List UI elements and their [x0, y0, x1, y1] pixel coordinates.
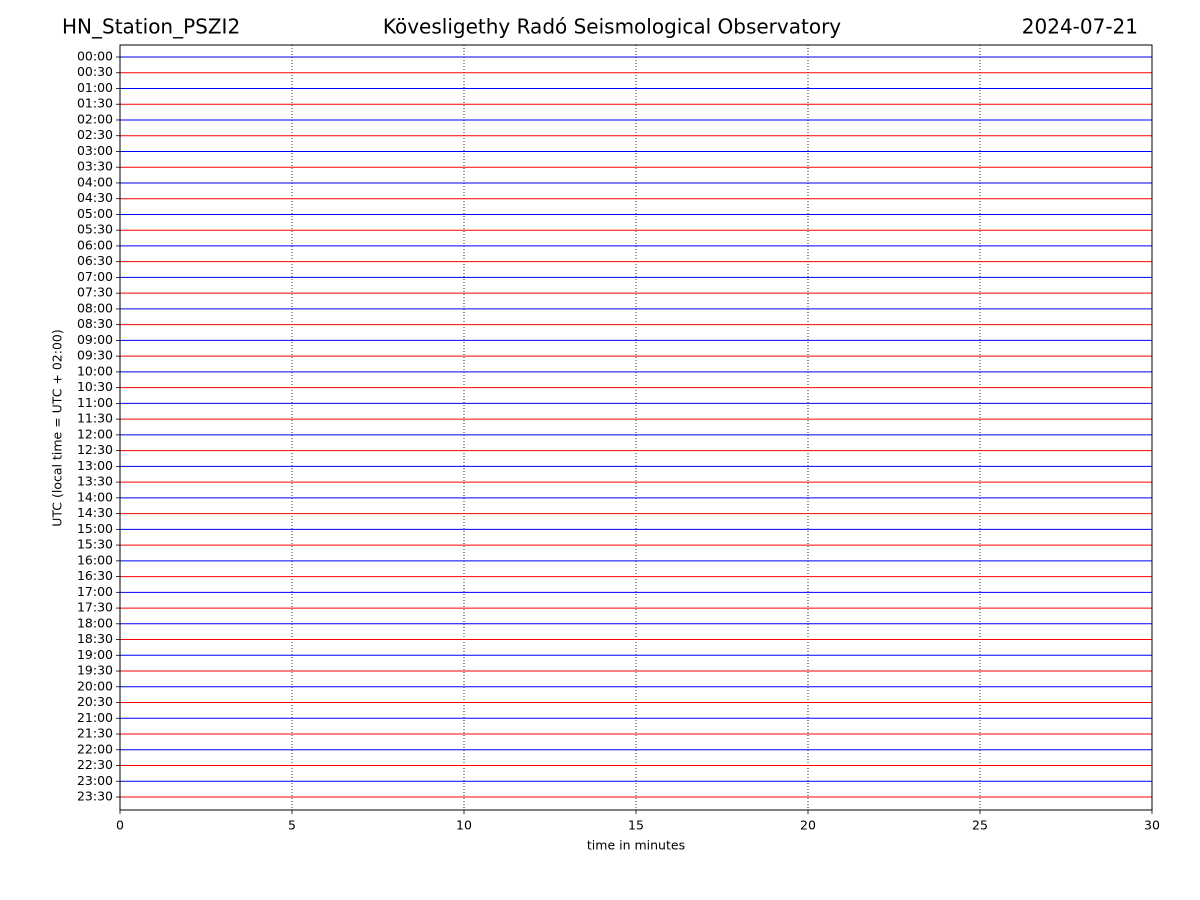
station-label: HN_Station_PSZI2: [62, 15, 240, 39]
y-tick-label: 15:30: [77, 537, 113, 552]
y-tick-label: 21:00: [77, 710, 113, 725]
y-tick-label: 16:00: [77, 552, 113, 567]
y-tick-label: 08:30: [77, 316, 113, 331]
y-axis-label: UTC (local time = UTC + 02:00): [50, 329, 65, 527]
y-tick-label: 20:00: [77, 678, 113, 693]
y-tick-label: 11:00: [77, 395, 113, 410]
y-tick-label: 07:00: [77, 269, 113, 284]
y-tick-label: 15:00: [77, 521, 113, 536]
y-tick-label: 06:00: [77, 237, 113, 252]
y-tick-label: 04:30: [77, 190, 113, 205]
x-tick-label: 30: [1144, 818, 1160, 833]
y-tick-label: 12:00: [77, 426, 113, 441]
x-tick-label: 5: [288, 818, 296, 833]
x-tick-label: 15: [628, 818, 644, 833]
y-tick-label: 23:30: [77, 789, 113, 804]
x-tick-label: 25: [972, 818, 988, 833]
y-tick-label: 13:30: [77, 474, 113, 489]
y-tick-label: 07:30: [77, 285, 113, 300]
y-tick-label: 12:30: [77, 442, 113, 457]
y-tick-label: 05:00: [77, 206, 113, 221]
y-tick-label: 03:30: [77, 159, 113, 174]
y-tick-label: 10:00: [77, 363, 113, 378]
y-tick-label: 14:30: [77, 505, 113, 520]
y-tick-label: 10:30: [77, 379, 113, 394]
y-tick-label: 22:00: [77, 741, 113, 756]
y-tick-label: 00:30: [77, 64, 113, 79]
y-tick-label: 04:00: [77, 174, 113, 189]
y-tick-label: 05:30: [77, 222, 113, 237]
y-tick-label: 21:30: [77, 726, 113, 741]
x-axis-label: time in minutes: [587, 838, 685, 853]
x-tick-label: 10: [456, 818, 472, 833]
y-tick-label: 06:30: [77, 253, 113, 268]
y-tick-label: 02:30: [77, 127, 113, 142]
y-tick-label: 09:00: [77, 332, 113, 347]
y-tick-label: 22:30: [77, 757, 113, 772]
y-tick-label: 02:00: [77, 111, 113, 126]
y-tick-label: 08:00: [77, 300, 113, 315]
y-tick-label: 19:00: [77, 647, 113, 662]
y-tick-label: 00:00: [77, 49, 113, 64]
y-tick-label: 13:00: [77, 458, 113, 473]
y-tick-label: 23:00: [77, 773, 113, 788]
y-tick-label: 17:30: [77, 600, 113, 615]
y-tick-label: 09:30: [77, 348, 113, 363]
y-tick-label: 17:00: [77, 584, 113, 599]
x-tick-label: 0: [116, 818, 124, 833]
y-tick-label: 19:30: [77, 663, 113, 678]
date-label: 2024-07-21: [1022, 15, 1138, 39]
y-tick-label: 18:00: [77, 615, 113, 630]
y-tick-label: 20:30: [77, 694, 113, 709]
y-tick-label: 01:00: [77, 80, 113, 95]
x-tick-label: 20: [800, 818, 816, 833]
y-tick-label: 18:30: [77, 631, 113, 646]
y-tick-label: 14:00: [77, 489, 113, 504]
plot-frame: [119, 44, 1153, 811]
y-tick-label: 03:00: [77, 143, 113, 158]
y-tick-label: 01:30: [77, 96, 113, 111]
y-tick-label: 11:30: [77, 411, 113, 426]
y-tick-label: 16:30: [77, 568, 113, 583]
chart-title: Kövesligethy Radó Seismological Observat…: [383, 15, 841, 39]
